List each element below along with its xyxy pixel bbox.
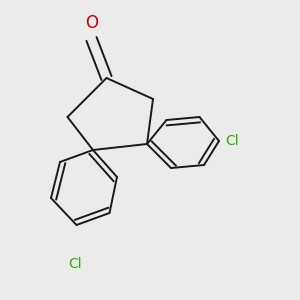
Text: O: O	[85, 14, 98, 32]
Text: Cl: Cl	[225, 134, 238, 148]
Text: Cl: Cl	[68, 256, 82, 271]
